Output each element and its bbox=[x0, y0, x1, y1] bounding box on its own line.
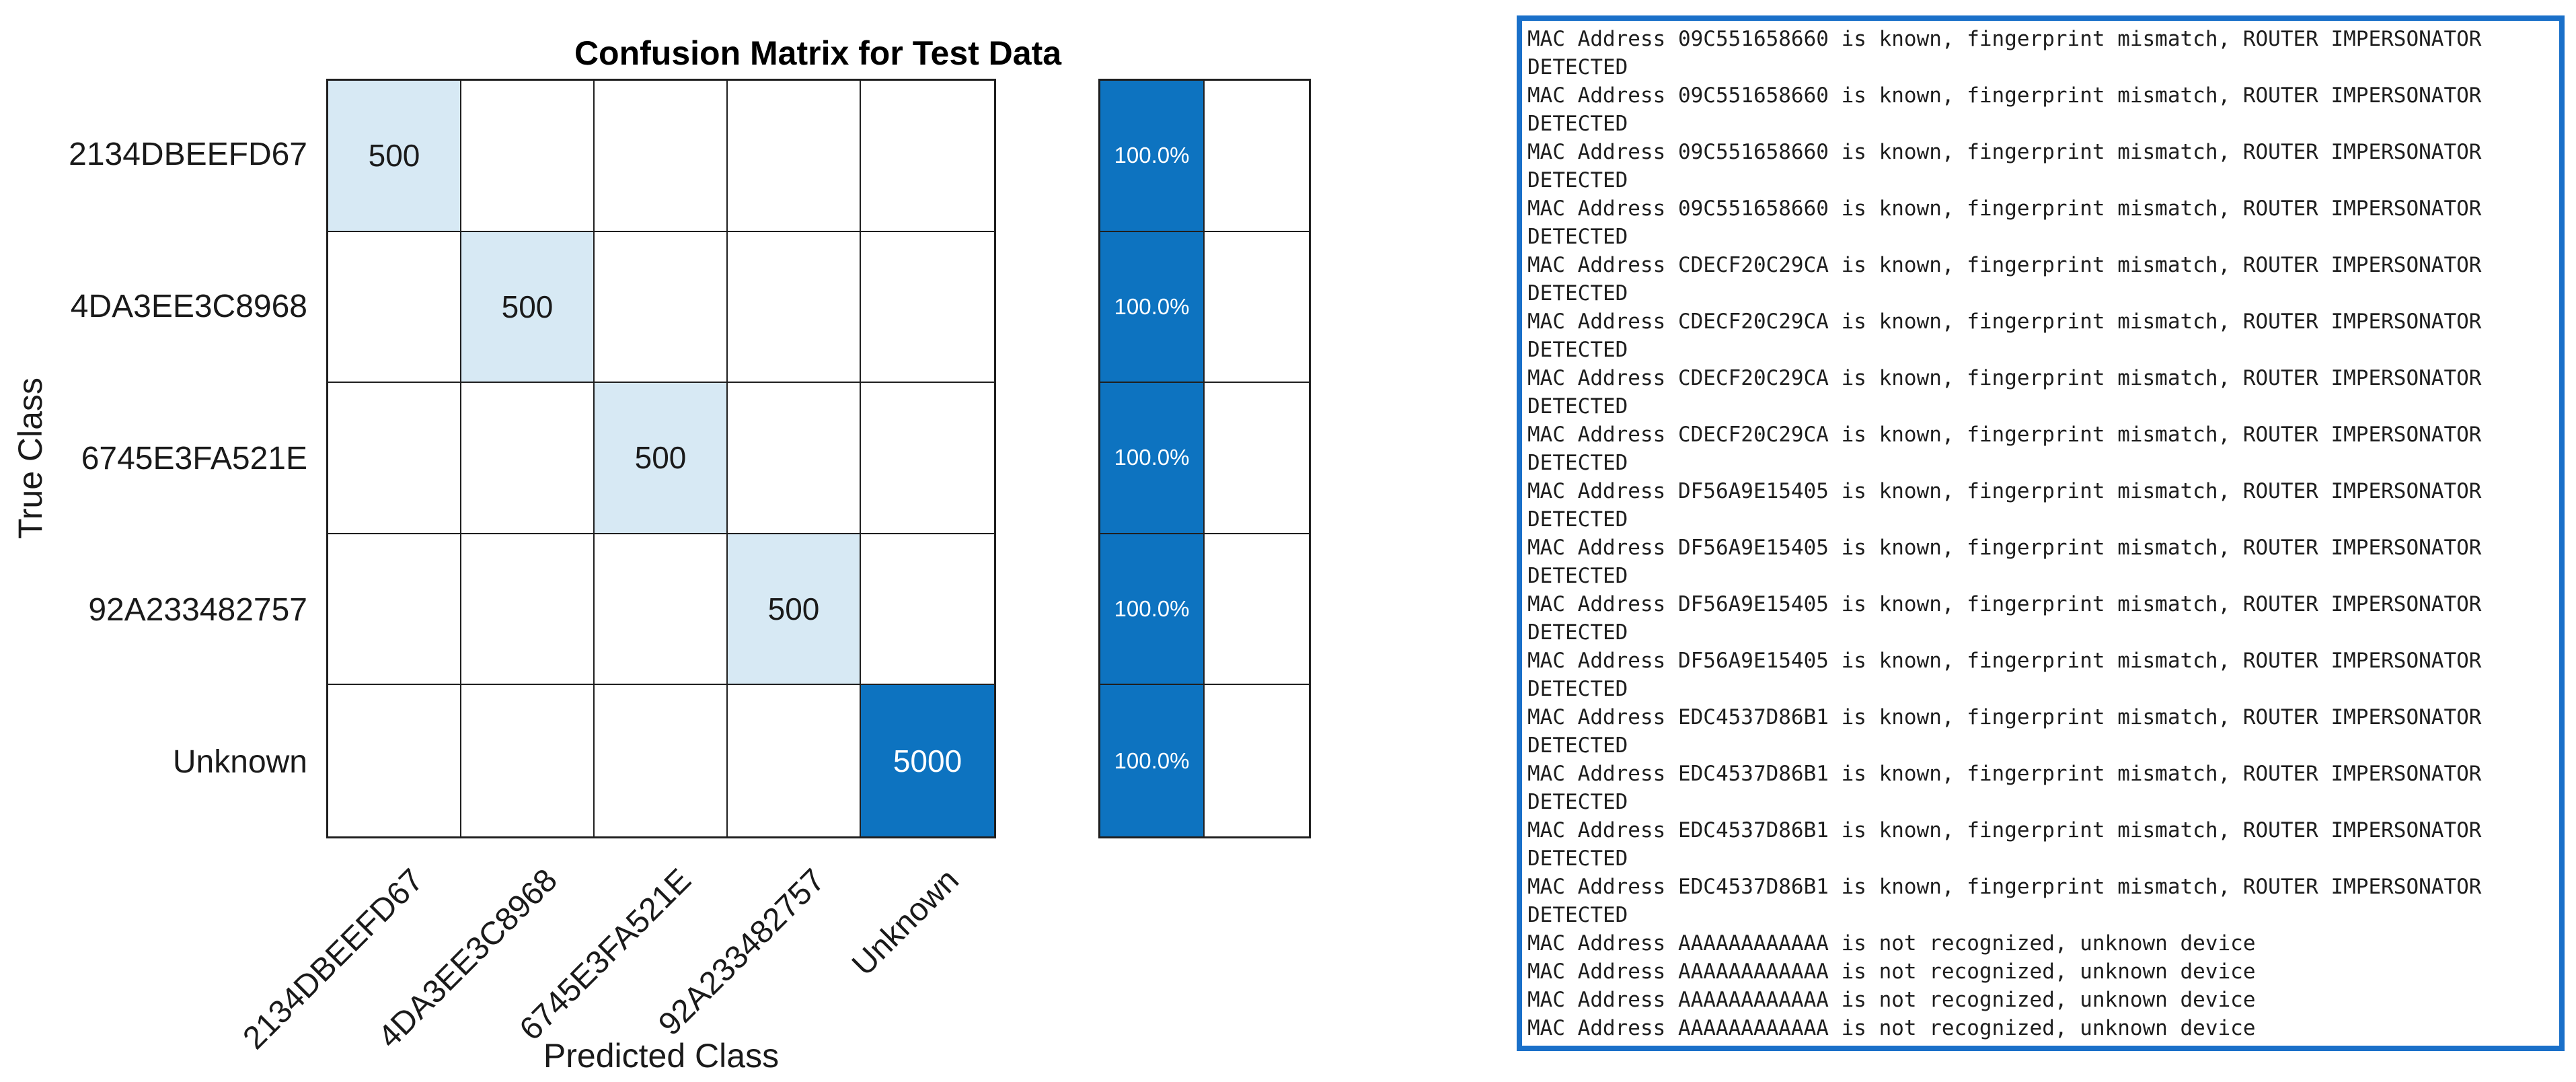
row-summary-correct-cell: 100.0% bbox=[1100, 81, 1205, 232]
matrix-cell: 500 bbox=[595, 383, 728, 534]
log-line: MAC Address 09C551658660 is known, finge… bbox=[1527, 196, 2482, 221]
log-line: DETECTED bbox=[1527, 168, 1628, 192]
y-tick-label: 6745E3FA521E bbox=[81, 440, 307, 476]
matrix-cell bbox=[461, 534, 595, 686]
log-line: DETECTED bbox=[1527, 903, 1628, 927]
chart-title: Confusion Matrix for Test Data bbox=[574, 34, 1062, 72]
matrix-cell bbox=[328, 534, 461, 686]
log-line: MAC Address AAAAAAAAAAAA is not recogniz… bbox=[1527, 931, 2256, 955]
matrix-cell: 500 bbox=[728, 534, 861, 686]
log-line: DETECTED bbox=[1527, 507, 1628, 532]
matrix-cell bbox=[328, 231, 461, 384]
row-summary-correct-cell: 100.0% bbox=[1100, 534, 1205, 686]
matrix-cell bbox=[461, 685, 595, 836]
log-line: DETECTED bbox=[1527, 620, 1628, 645]
log-line: MAC Address EDC4537D86B1 is known, finge… bbox=[1527, 818, 2482, 842]
log-line: DETECTED bbox=[1527, 790, 1628, 814]
log-line: MAC Address DF56A9E15405 is known, finge… bbox=[1527, 536, 2482, 560]
row-summary-incorrect-cell bbox=[1205, 534, 1309, 686]
row-summary-incorrect-cell bbox=[1205, 81, 1309, 232]
log-line: MAC Address 09C551658660 is known, finge… bbox=[1527, 140, 2482, 164]
log-line: MAC Address 09C551658660 is known, finge… bbox=[1527, 27, 2482, 51]
y-tick-label: 4DA3EE3C8968 bbox=[70, 288, 307, 324]
log-line: MAC Address DF56A9E15405 is known, finge… bbox=[1527, 479, 2482, 503]
log-line: MAC Address AAAAAAAAAAAA is not recogniz… bbox=[1527, 988, 2256, 1012]
y-tick-label: Unknown bbox=[172, 744, 307, 781]
log-line: MAC Address CDECF20C29CA is known, finge… bbox=[1527, 310, 2482, 334]
x-axis-label: Predicted Class bbox=[543, 1037, 780, 1075]
matrix-cell bbox=[461, 81, 595, 232]
matrix-cell bbox=[461, 383, 595, 534]
y-tick-label: 92A233482757 bbox=[88, 592, 307, 628]
log-line: MAC Address DF56A9E15405 is known, finge… bbox=[1527, 649, 2482, 673]
log-line: MAC Address CDECF20C29CA is known, finge… bbox=[1527, 423, 2482, 447]
matrix-cell bbox=[328, 383, 461, 534]
log-line: DETECTED bbox=[1527, 677, 1628, 701]
log-line: DETECTED bbox=[1527, 846, 1628, 871]
matrix-cell bbox=[728, 81, 861, 232]
log-line: DETECTED bbox=[1527, 112, 1628, 136]
log-line: DETECTED bbox=[1527, 733, 1628, 758]
matrix-cell bbox=[728, 685, 861, 836]
log-line: MAC Address CDECF20C29CA is known, finge… bbox=[1527, 366, 2482, 390]
log-line: MAC Address CDECF20C29CA is known, finge… bbox=[1527, 253, 2482, 277]
matrix-cell bbox=[728, 231, 861, 384]
log-line: DETECTED bbox=[1527, 55, 1628, 79]
log-panel[interactable]: MAC Address 09C551658660 is known, finge… bbox=[1517, 15, 2565, 1051]
row-summary-correct-cell: 100.0% bbox=[1100, 231, 1205, 384]
log-line: DETECTED bbox=[1527, 338, 1628, 362]
row-summary-incorrect-cell bbox=[1205, 231, 1309, 384]
matrix-cell bbox=[861, 231, 994, 384]
log-line: DETECTED bbox=[1527, 564, 1628, 588]
matrix-cell bbox=[861, 534, 994, 686]
row-summary-correct-cell: 100.0% bbox=[1100, 685, 1205, 836]
matrix-cell bbox=[861, 383, 994, 534]
matrix-cell: 500 bbox=[328, 81, 461, 232]
log-line: DETECTED bbox=[1527, 225, 1628, 249]
log-line: MAC Address EDC4537D86B1 is known, finge… bbox=[1527, 875, 2482, 899]
log-line: MAC Address 09C551658660 is known, finge… bbox=[1527, 83, 2482, 108]
matrix-cell bbox=[595, 534, 728, 686]
log-line: MAC Address AAAAAAAAAAAA is not recogniz… bbox=[1527, 960, 2256, 984]
matrix-cell: 5000 bbox=[861, 685, 994, 836]
matrix-cell: 500 bbox=[461, 231, 595, 384]
row-summary-correct-cell: 100.0% bbox=[1100, 383, 1205, 534]
log-line: MAC Address EDC4537D86B1 is known, finge… bbox=[1527, 762, 2482, 786]
matrix-cell bbox=[328, 685, 461, 836]
y-tick-label: 2134DBEEFD67 bbox=[69, 136, 307, 172]
matrix-cell bbox=[728, 383, 861, 534]
matrix-cell bbox=[595, 685, 728, 836]
row-summary-grid: 100.0% 100.0% 100.0% 100.0% 100.0% bbox=[1098, 79, 1311, 838]
log-line: DETECTED bbox=[1527, 394, 1628, 419]
row-summary-incorrect-cell bbox=[1205, 383, 1309, 534]
log-line: MAC Address EDC4537D86B1 is known, finge… bbox=[1527, 705, 2482, 729]
confusion-matrix-grid: 500 500 500 500 5000 bbox=[326, 79, 996, 838]
row-summary-incorrect-cell bbox=[1205, 685, 1309, 836]
log-line: DETECTED bbox=[1527, 281, 1628, 305]
log-line: MAC Address DF56A9E15405 is known, finge… bbox=[1527, 592, 2482, 616]
log-line: DETECTED bbox=[1527, 451, 1628, 475]
matrix-cell bbox=[595, 231, 728, 384]
matrix-cell bbox=[861, 81, 994, 232]
log-line: MAC Address AAAAAAAAAAAA is not recogniz… bbox=[1527, 1016, 2256, 1040]
matrix-cell bbox=[595, 81, 728, 232]
